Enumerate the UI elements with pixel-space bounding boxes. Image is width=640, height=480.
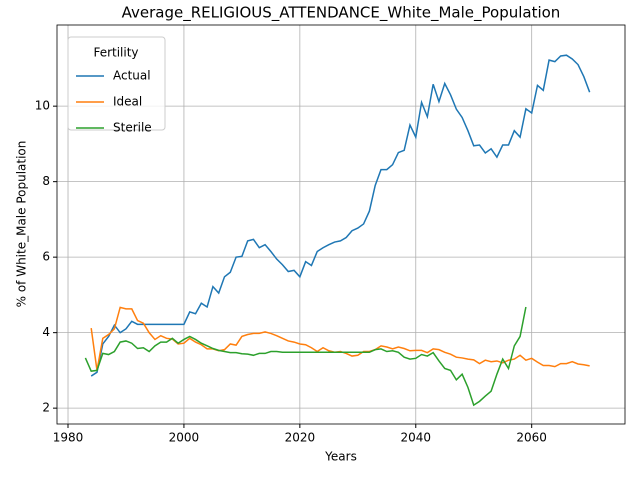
legend-box [67, 36, 166, 131]
x-tick-label: 2000 [169, 431, 200, 445]
y-tick-label: 8 [42, 174, 50, 188]
x-tick-label: 1980 [53, 431, 84, 445]
legend-label: Actual [113, 69, 151, 83]
y-tick-label: 6 [42, 250, 50, 264]
y-tick-label: 2 [42, 401, 50, 415]
line-series [84, 306, 527, 407]
y-tick-label: 10 [35, 99, 50, 113]
legend-title: Fertility [93, 46, 138, 60]
y-tick-label: 4 [42, 325, 50, 339]
x-tick-label: 2060 [516, 431, 547, 445]
plot-frame [56, 24, 626, 425]
x-tick-label: 2020 [285, 431, 316, 445]
x-axis-label: Years [324, 450, 357, 464]
line-series [90, 306, 590, 371]
chart-title: Average_RELIGIOUS_ATTENDANCE_White_Male_… [122, 4, 561, 23]
legend-label: Ideal [113, 95, 142, 109]
legend-label: Sterile [113, 121, 152, 135]
y-axis-label: % of White_Male Population [15, 141, 29, 308]
line-series [90, 54, 591, 377]
x-tick-label: 2040 [400, 431, 431, 445]
